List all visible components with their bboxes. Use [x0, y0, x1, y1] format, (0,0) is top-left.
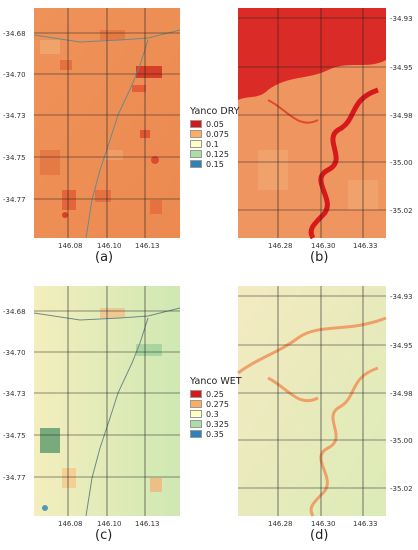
map-a-xtick-3: 146.13 [135, 242, 160, 250]
map-a-ytick-3: -34.73 [3, 112, 26, 120]
legend-wet-title: Yanco WET [190, 376, 242, 387]
map-a-svg: -34.68 -34.70 -34.73 -34.75 -34.77 146.0… [3, 8, 181, 250]
map-c-grid [34, 286, 180, 516]
map-d-xtick-1: 146.28 [268, 520, 293, 528]
legend-dry-swatch-4 [190, 150, 202, 158]
map-a-ytick-4: -34.75 [3, 154, 26, 162]
legend-dry-swatch-1 [190, 120, 202, 128]
legend-dry-swatch-5 [190, 160, 202, 168]
map-a-ytick-1: -34.68 [3, 30, 26, 38]
map-c-ytick-1: -34.68 [3, 308, 26, 316]
map-b-ytick-2: -34.95 [390, 64, 413, 72]
legend-wet-label-1: 0.25 [206, 389, 224, 399]
map-b-river [238, 8, 386, 100]
map-d-ytick-4: -35.00 [390, 437, 413, 445]
map-b-ytick-3: -34.98 [390, 112, 413, 120]
map-b-grid [238, 8, 386, 238]
legend-dry-label-4: 0.125 [206, 149, 229, 159]
legend-wet-label-2: 0.275 [206, 399, 229, 409]
legend-dry-label-3: 0.1 [206, 139, 219, 149]
caption-b: (b) [310, 250, 329, 265]
legend-dry-label-5: 0.15 [206, 159, 224, 169]
legend-wet: Yanco WET 0.25 0.275 0.3 0.325 0.35 [190, 376, 242, 439]
caption-a: (a) [95, 250, 114, 265]
map-c-xtick-2: 146.10 [97, 520, 122, 528]
map-c-fields [40, 308, 162, 511]
legend-dry-title: Yanco DRY [190, 106, 240, 117]
legend-dry: Yanco DRY 0.05 0.075 0.1 0.125 0.15 [190, 106, 240, 169]
map-a-ytick-5: -34.77 [3, 196, 26, 204]
legend-dry-swatch-2 [190, 130, 202, 138]
map-d-ytick-5: -35.02 [390, 485, 413, 493]
map-c-ytick-3: -34.73 [3, 390, 26, 398]
map-panel-c: -34.68 -34.70 -34.73 -34.75 -34.77 146.0… [0, 278, 190, 540]
map-panel-d: -34.93 -34.95 -34.98 -35.00 -35.02 146.2… [228, 278, 418, 540]
map-a-xtick-2: 146.10 [97, 242, 122, 250]
legend-wet-swatch-2 [190, 400, 202, 408]
map-c-xtick-3: 146.13 [135, 520, 160, 528]
map-c-ytick-4: -34.75 [3, 432, 26, 440]
map-d-ytick-2: -34.95 [390, 342, 413, 350]
map-d-svg: -34.93 -34.95 -34.98 -35.00 -35.02 146.2… [237, 286, 413, 528]
map-b-xtick-3: 146.33 [353, 242, 378, 250]
map-b-xtick-1: 146.28 [268, 242, 293, 250]
map-d-xtick-3: 146.33 [353, 520, 378, 528]
map-panel-b: -34.93 -34.95 -34.98 -35.00 -35.02 146.2… [228, 0, 418, 262]
map-d-river [237, 316, 387, 517]
map-c-ytick-5: -34.77 [3, 474, 26, 482]
legend-dry-label-1: 0.05 [206, 119, 224, 129]
legend-wet-swatch-5 [190, 430, 202, 438]
map-c-xtick-1: 146.08 [58, 520, 83, 528]
caption-c: (c) [95, 528, 113, 543]
map-b-ytick-5: -35.02 [390, 207, 413, 215]
map-b-ytick-4: -35.00 [390, 159, 413, 167]
legend-wet-swatch-3 [190, 410, 202, 418]
legend-dry-label-2: 0.075 [206, 129, 229, 139]
map-a-grid [34, 8, 180, 238]
map-c-svg: -34.68 -34.70 -34.73 -34.75 -34.77 146.0… [3, 286, 181, 528]
legend-wet-label-5: 0.35 [206, 429, 224, 439]
map-b-ytick-1: -34.93 [390, 15, 413, 23]
map-d-xtick-2: 146.30 [311, 520, 336, 528]
legend-wet-swatch-1 [190, 390, 202, 398]
legend-wet-label-4: 0.325 [206, 419, 229, 429]
legend-wet-label-3: 0.3 [206, 409, 219, 419]
map-a-ytick-2: -34.70 [3, 71, 26, 79]
legend-dry-swatch-3 [190, 140, 202, 148]
map-d-grid [238, 286, 386, 516]
map-b-xtick-2: 146.30 [311, 242, 336, 250]
map-d-ytick-1: -34.93 [390, 293, 413, 301]
caption-d: (d) [310, 528, 329, 543]
legend-wet-swatch-4 [190, 420, 202, 428]
map-a-xtick-1: 146.08 [58, 242, 83, 250]
map-d-ytick-3: -34.98 [390, 390, 413, 398]
map-c-ytick-2: -34.70 [3, 349, 26, 357]
map-b-svg: -34.93 -34.95 -34.98 -35.00 -35.02 146.2… [238, 8, 413, 250]
map-panel-a: -34.68 -34.70 -34.73 -34.75 -34.77 146.0… [0, 0, 190, 262]
